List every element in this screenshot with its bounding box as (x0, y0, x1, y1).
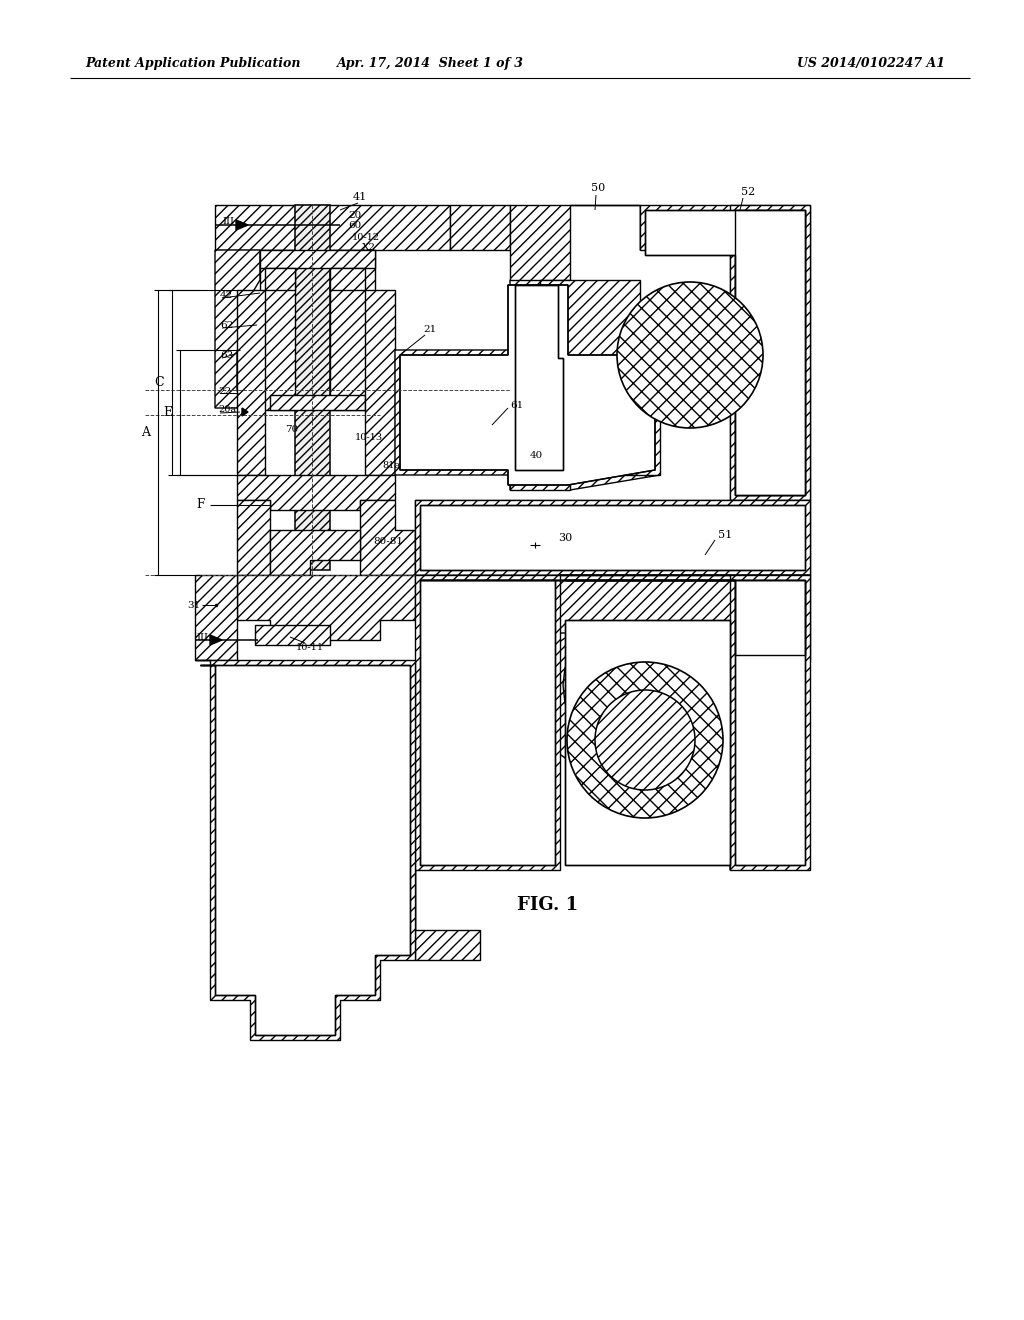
Text: 42: 42 (220, 290, 233, 300)
Polygon shape (395, 280, 660, 490)
Text: III: III (222, 218, 234, 227)
Text: Apr. 17, 2014  Sheet 1 of 3: Apr. 17, 2014 Sheet 1 of 3 (337, 57, 523, 70)
Polygon shape (260, 249, 295, 411)
Polygon shape (565, 579, 805, 865)
Polygon shape (450, 205, 510, 249)
Polygon shape (237, 290, 265, 475)
Text: FIG. 1: FIG. 1 (517, 896, 579, 913)
Polygon shape (365, 290, 395, 475)
Text: E: E (163, 405, 172, 418)
Text: 51: 51 (718, 531, 732, 540)
Polygon shape (415, 576, 810, 660)
Text: 62: 62 (220, 321, 233, 330)
Polygon shape (415, 500, 810, 576)
Polygon shape (415, 500, 810, 576)
Text: US 2014/0102247 A1: US 2014/0102247 A1 (797, 57, 945, 70)
Text: 80-81: 80-81 (373, 537, 403, 546)
Polygon shape (420, 506, 805, 570)
Text: 20a: 20a (218, 405, 237, 414)
Text: 21: 21 (423, 326, 436, 334)
Circle shape (595, 690, 695, 789)
Text: C: C (155, 375, 164, 388)
Polygon shape (195, 576, 237, 660)
Text: 52: 52 (741, 187, 755, 197)
Text: 10-12: 10-12 (352, 232, 380, 242)
Text: 81a: 81a (382, 461, 400, 470)
Polygon shape (242, 408, 248, 416)
Polygon shape (237, 500, 270, 576)
Polygon shape (215, 249, 260, 408)
Text: 63: 63 (220, 351, 233, 359)
Text: 20: 20 (348, 210, 361, 219)
Polygon shape (200, 665, 410, 1035)
Polygon shape (640, 205, 810, 500)
Polygon shape (237, 475, 395, 510)
Polygon shape (195, 660, 415, 1040)
Text: 50: 50 (591, 183, 605, 193)
Polygon shape (415, 576, 560, 960)
Polygon shape (210, 635, 222, 645)
Polygon shape (236, 220, 248, 230)
Circle shape (567, 663, 723, 818)
Polygon shape (270, 531, 360, 576)
Polygon shape (420, 579, 805, 655)
Polygon shape (215, 205, 450, 249)
Text: 61: 61 (510, 400, 523, 409)
Polygon shape (330, 249, 375, 411)
Polygon shape (295, 205, 330, 570)
Polygon shape (730, 205, 810, 500)
Polygon shape (260, 249, 375, 268)
Text: 10-13: 10-13 (355, 433, 383, 442)
Text: 22: 22 (218, 388, 231, 396)
Polygon shape (645, 210, 805, 495)
Text: 40: 40 (530, 450, 544, 459)
Polygon shape (735, 210, 805, 495)
Polygon shape (360, 500, 415, 576)
Polygon shape (270, 395, 365, 411)
Text: Patent Application Publication: Patent Application Publication (85, 57, 300, 70)
Polygon shape (330, 268, 365, 290)
Text: III: III (196, 632, 208, 642)
Text: A: A (141, 425, 150, 438)
Polygon shape (510, 280, 660, 490)
Text: 30: 30 (558, 533, 572, 543)
Polygon shape (570, 205, 640, 249)
Text: 31: 31 (186, 601, 200, 610)
Polygon shape (400, 285, 655, 484)
Text: 41: 41 (353, 191, 368, 202)
Text: 70: 70 (285, 425, 298, 434)
Polygon shape (265, 268, 295, 290)
Polygon shape (565, 620, 730, 865)
Polygon shape (255, 624, 330, 645)
Text: 60: 60 (348, 222, 361, 231)
Text: 10-11: 10-11 (296, 644, 324, 652)
Text: F: F (197, 499, 205, 511)
Circle shape (617, 282, 763, 428)
Polygon shape (515, 285, 563, 470)
Polygon shape (420, 579, 555, 865)
Polygon shape (560, 576, 810, 870)
Polygon shape (534, 576, 810, 870)
Polygon shape (735, 210, 805, 495)
Polygon shape (237, 576, 415, 640)
Polygon shape (510, 205, 570, 280)
Text: X2: X2 (362, 243, 376, 252)
